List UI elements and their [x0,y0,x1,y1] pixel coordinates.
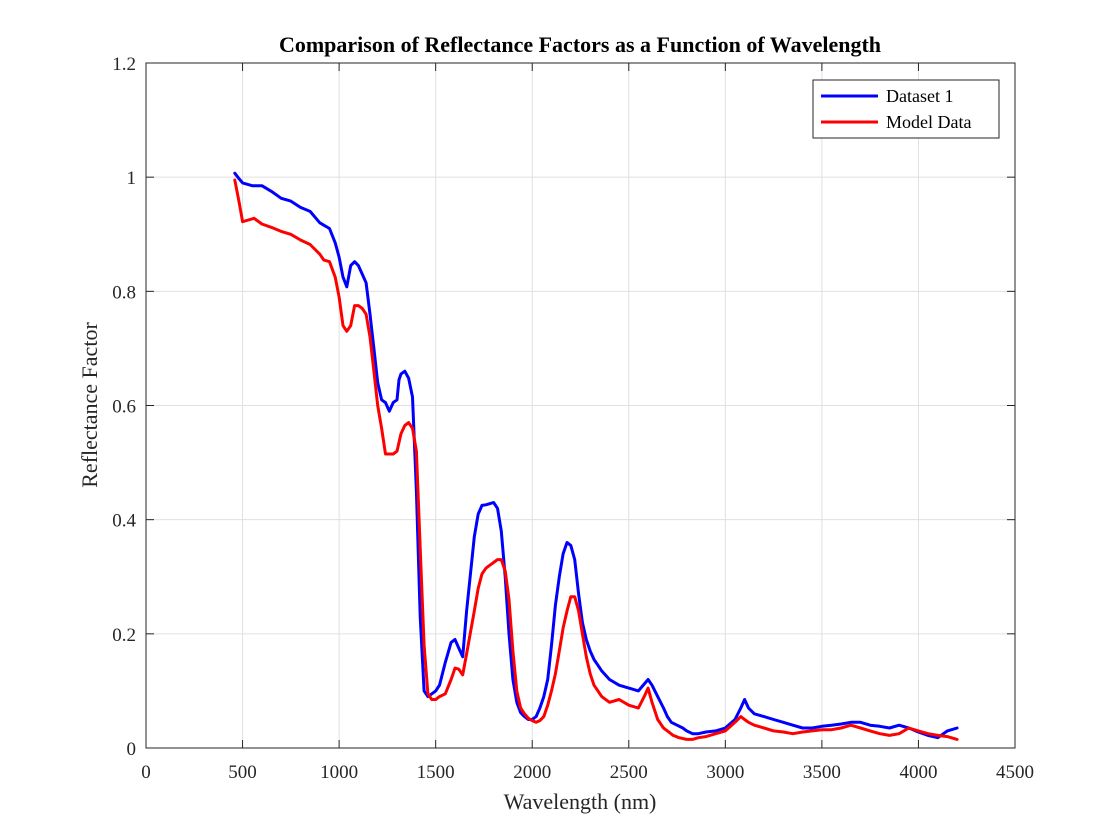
x-tick-label: 500 [228,762,257,783]
y-tick-label: 0 [127,739,137,760]
legend-label-dataset-1: Dataset 1 [886,86,953,106]
y-tick-label: 1.2 [112,54,136,75]
x-tick-label: 3500 [803,762,841,783]
legend-label-model-data: Model Data [886,112,971,132]
x-tick-label: 2500 [610,762,648,783]
x-tick-label: 2000 [513,762,551,783]
x-tick-label: 1000 [320,762,358,783]
y-tick-label: 0.6 [112,397,136,418]
y-tick-label: 0.2 [112,625,136,646]
y-tick-labels: 0 0.2 0.4 0.6 0.8 1 1.2 [112,54,136,760]
x-tick-label: 0 [141,762,151,783]
ticks [145,62,1016,749]
legend-box [812,79,1000,139]
y-tick-label: 0.4 [112,511,136,532]
y-axis-label: Reflectance Factor [77,322,102,488]
chart-title: Comparison of Reflectance Factors as a F… [279,32,881,57]
x-tick-label: 4000 [899,762,937,783]
x-axis-label: Wavelength (nm) [504,789,657,814]
x-tick-labels: 0 500 1000 1500 2000 2500 3000 3500 4000 4500 [141,762,1034,783]
x-tick-label: 3000 [706,762,744,783]
x-tick-label: 4500 [996,762,1034,783]
series-layer [233,171,959,741]
legend: Dataset 1 Model Data [812,79,1000,139]
y-tick-label: 1 [127,168,137,189]
x-tick-label: 1500 [417,762,455,783]
y-tick-label: 0.8 [112,282,136,303]
series-line-model-data [233,178,959,741]
